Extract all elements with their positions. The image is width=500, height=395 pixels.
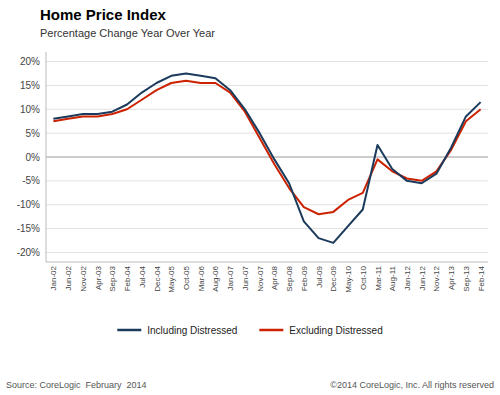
y-tick-label: -10% [17,199,40,210]
x-tick-label: Jun-02 [64,265,73,290]
source-note: Source: CoreLogic February 2014 [6,380,147,390]
y-axis-line [46,52,47,262]
x-tick-label: Jan-12 [403,265,412,290]
y-tick-label: 20% [20,56,40,67]
y-tick-label: 0% [26,152,41,163]
title: Home Price Index [40,6,167,23]
x-tick-label: Feb-04 [123,265,132,291]
x-tick-label: Aug-11 [388,265,397,291]
y-tick-label: -15% [17,223,40,234]
legend: Including Distressed Excluding Distressed [117,325,382,336]
x-tick-label: Sep-03 [108,265,117,291]
x-tick-label: Mar-06 [197,265,206,291]
legend-swatch [259,329,283,332]
x-tick-label: Sep-08 [285,265,294,291]
grid-line [46,109,488,110]
x-tick-label: Apr-03 [94,265,103,290]
x-tick-label: Dec-09 [329,265,338,291]
x-tick-label: Jan-07 [226,265,235,290]
x-tick-label: Nov-12 [432,265,441,291]
grid-line [46,228,488,229]
legend-label: Excluding Distressed [289,325,382,336]
grid-line [46,133,488,134]
x-axis-line [46,262,488,263]
y-tick-label: 5% [26,128,41,139]
y-tick-label: 15% [20,80,40,91]
chart: Home Price Index Percentage Change Year O… [0,0,500,395]
lines [53,73,480,242]
grid-line [46,61,488,62]
grid-line [46,252,488,253]
x-tick-label: Mar-11 [374,265,383,290]
grid-line [46,85,488,86]
x-tick-label: Nov-02 [79,265,88,291]
grid [46,62,488,253]
x-tick-label: Feb-14 [477,265,486,291]
zero-line [46,157,488,158]
x-tick-label: May-10 [344,265,353,292]
x-tick-label: Sep-13 [462,265,471,291]
x-tick-label: Jan-02 [49,265,58,290]
subtitle: Percentage Change Year Over Year [40,27,215,39]
x-tick-label: Jul-09 [315,265,324,287]
source-note: ©2014 CoreLogic, Inc. All rights reserve… [330,380,494,390]
y-tick-label: 10% [20,104,40,115]
x-tick-label: Apr-08 [270,265,279,290]
grid-line [46,204,488,205]
x-tick-label: Aug-06 [211,265,220,291]
x-tick-label: Nov-07 [256,265,265,291]
x-tick-label: May-05 [167,265,176,292]
x-tick-label: Apr-13 [447,265,456,290]
x-tick-label: Jul-04 [138,265,147,287]
y-tick-label: -20% [17,247,40,258]
legend-label: Including Distressed [147,325,237,336]
legend-swatch [117,329,141,332]
x-tick-label: Jun-07 [241,265,250,290]
x-tick-label: Feb-09 [300,265,309,291]
x-tick-label: Jun-12 [418,265,427,290]
x-tick-label: Oct-10 [359,265,368,290]
y-tick-label: -5% [22,175,40,186]
series-line [53,73,480,242]
x-tick-label: Dec-04 [153,265,162,291]
x-tick-label: Oct-05 [182,265,191,290]
